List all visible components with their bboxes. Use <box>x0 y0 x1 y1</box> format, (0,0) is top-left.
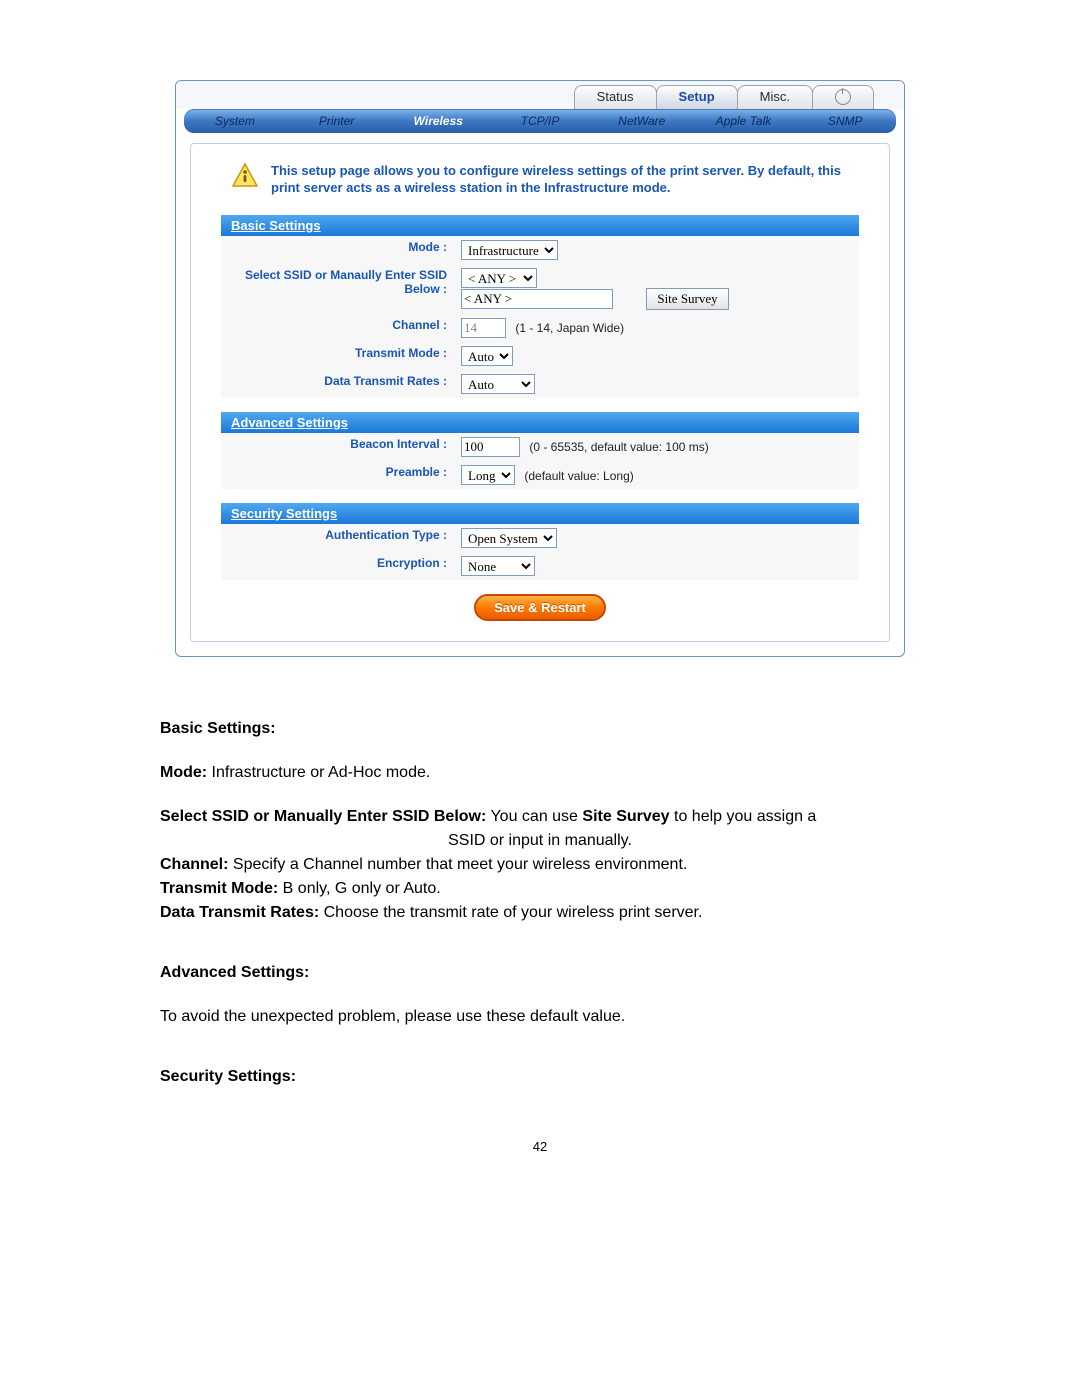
transmit-mode-label: Transmit Mode : <box>221 342 455 370</box>
doc-ssid-text-3: SSID or input in manually. <box>448 832 632 849</box>
mode-select[interactable]: Infrastructure <box>461 240 558 260</box>
preamble-select[interactable]: Long <box>461 465 515 485</box>
power-icon <box>835 89 851 105</box>
subnav-netware[interactable]: NetWare <box>591 112 693 130</box>
encryption-select[interactable]: None <box>461 556 535 576</box>
encryption-label: Encryption : <box>221 552 455 580</box>
site-survey-button[interactable]: Site Survey <box>646 288 728 310</box>
doc-channel-text: Specify a Channel number that meet your … <box>228 856 687 873</box>
subnav-printer[interactable]: Printer <box>286 112 388 130</box>
doc-basic-header: Basic Settings: <box>160 720 276 737</box>
ssid-label: Select SSID or Manaully Enter SSID Below… <box>221 264 455 314</box>
beacon-hint: (0 - 65535, default value: 100 ms) <box>523 440 708 454</box>
doc-tm-label: Transmit Mode: <box>160 880 278 897</box>
subnav-snmp[interactable]: SNMP <box>794 112 896 130</box>
security-settings-header: Security Settings <box>221 503 859 524</box>
advanced-settings-table: Beacon Interval : (0 - 65535, default va… <box>221 433 859 489</box>
document-body: Basic Settings: Mode: Infrastructure or … <box>140 717 940 1089</box>
transmit-mode-select[interactable]: Auto <box>461 346 513 366</box>
security-settings-table: Authentication Type : Open System Encryp… <box>221 524 859 580</box>
data-rates-label: Data Transmit Rates : <box>221 370 455 398</box>
data-rates-select[interactable]: Auto <box>461 374 535 394</box>
auth-select[interactable]: Open System <box>461 528 557 548</box>
subnav-wireless[interactable]: Wireless <box>387 112 489 130</box>
doc-dtr-text: Choose the transmit rate of your wireles… <box>319 904 702 921</box>
channel-input[interactable] <box>461 318 506 338</box>
channel-hint: (1 - 14, Japan Wide) <box>509 321 624 335</box>
subnav-appletalk[interactable]: Apple Talk <box>693 112 795 130</box>
tab-setup[interactable]: Setup <box>656 85 738 109</box>
preamble-hint: (default value: Long) <box>518 469 633 483</box>
doc-ssid-text-1: You can use <box>486 808 582 825</box>
tab-power[interactable] <box>812 85 874 109</box>
top-tabs: Status Setup Misc. <box>176 81 904 109</box>
channel-label: Channel : <box>221 314 455 342</box>
doc-dtr-label: Data Transmit Rates: <box>160 904 319 921</box>
basic-settings-table: Mode : Infrastructure Select SSID or Man… <box>221 236 859 398</box>
doc-ssid-label: Select SSID or Manually Enter SSID Below… <box>160 808 486 825</box>
tab-status[interactable]: Status <box>574 85 657 109</box>
save-restart-button[interactable]: Save & Restart <box>474 594 606 621</box>
intro-block: This setup page allows you to configure … <box>221 162 859 197</box>
doc-tm-text: B only, G only or Auto. <box>278 880 440 897</box>
doc-mode-label: Mode: <box>160 764 207 781</box>
tab-misc[interactable]: Misc. <box>737 85 813 109</box>
doc-advanced-header: Advanced Settings: <box>160 964 309 981</box>
ssid-select[interactable]: < ANY > <box>461 268 537 288</box>
ssid-input[interactable] <box>461 289 613 309</box>
doc-security-header: Security Settings: <box>160 1068 296 1085</box>
doc-mode-text: Infrastructure or Ad-Hoc mode. <box>207 764 430 781</box>
subnav-tcpip[interactable]: TCP/IP <box>489 112 591 130</box>
doc-advanced-text: To avoid the unexpected problem, please … <box>160 1008 625 1025</box>
preamble-label: Preamble : <box>221 461 455 489</box>
sub-nav: System Printer Wireless TCP/IP NetWare A… <box>184 109 896 133</box>
beacon-input[interactable] <box>461 437 520 457</box>
doc-ssid-bold: Site Survey <box>582 808 669 825</box>
intro-text: This setup page allows you to configure … <box>271 162 849 197</box>
info-icon <box>231 162 259 190</box>
config-screenshot: Status Setup Misc. System Printer Wirele… <box>175 80 905 657</box>
auth-label: Authentication Type : <box>221 524 455 552</box>
subnav-system[interactable]: System <box>184 112 286 130</box>
page-number: 42 <box>0 1139 1080 1154</box>
content-panel: This setup page allows you to configure … <box>190 143 890 642</box>
mode-label: Mode : <box>221 236 455 264</box>
beacon-label: Beacon Interval : <box>221 433 455 461</box>
advanced-settings-header: Advanced Settings <box>221 412 859 433</box>
basic-settings-header: Basic Settings <box>221 215 859 236</box>
doc-ssid-text-2: to help you assign a <box>670 808 817 825</box>
doc-channel-label: Channel: <box>160 856 228 873</box>
